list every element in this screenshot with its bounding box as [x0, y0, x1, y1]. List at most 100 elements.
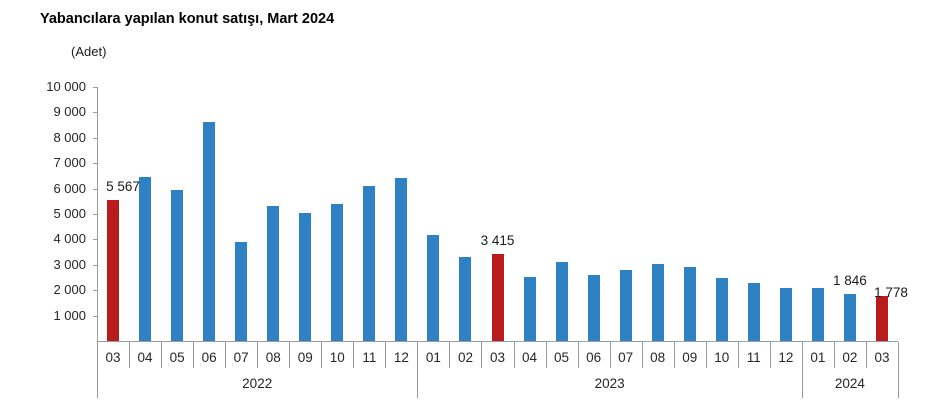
month-separator: [321, 342, 323, 368]
month-separator: [865, 342, 867, 368]
x-tick-label: 09: [297, 350, 313, 365]
bar-2023-06: [587, 275, 600, 341]
bar-2022-03: [107, 199, 120, 341]
x-tick-label: 03: [489, 350, 505, 365]
x-tick-label: 05: [554, 350, 570, 365]
x-tick-label: 05: [169, 350, 185, 365]
bar-2022-09: [299, 213, 312, 341]
bar-2022-10: [331, 203, 344, 341]
y-tick-label: 5 000: [53, 206, 86, 221]
y-tick-label: 1 000: [53, 307, 86, 323]
bar-value-label: 1 778: [874, 284, 908, 300]
month-separator: [833, 342, 835, 368]
bar-2023-09: [683, 266, 696, 341]
bar-2023-01: [427, 234, 440, 341]
month-separator: [673, 342, 675, 368]
x-axis-year-label: 2024: [834, 376, 865, 391]
month-separator: [353, 342, 355, 368]
month-separator: [737, 342, 739, 368]
x-tick-label: 06: [201, 350, 217, 365]
x-tick-label: 08: [265, 350, 281, 365]
year-separator: [417, 342, 419, 398]
bar-2023-07: [619, 270, 632, 341]
bar-value-label: 5 567: [106, 178, 140, 194]
bar-2023-08: [651, 263, 664, 341]
bar-2023-11: [747, 282, 760, 341]
chart-title: Yabancılara yapılan konut satışı, Mart 2…: [40, 11, 335, 27]
x-tick-label: 08: [650, 350, 666, 365]
bar-2023-02: [459, 256, 472, 341]
bar-2023-05: [555, 262, 568, 341]
x-axis-year-label: 2022: [242, 376, 273, 391]
x-tick-label: 07: [233, 350, 249, 365]
x-tick-label: 06: [586, 350, 602, 365]
month-separator: [513, 342, 515, 368]
month-separator: [769, 342, 771, 368]
x-tick-label: 10: [329, 350, 345, 365]
x-axis-line: [97, 341, 898, 342]
month-separator: [545, 342, 547, 368]
month-separator: [641, 342, 643, 368]
year-separator: [801, 342, 803, 398]
y-tick-mark: [93, 290, 97, 292]
bar-2023-10: [715, 278, 728, 341]
y-tick-mark: [93, 137, 97, 139]
bar-value-label: 3 415: [480, 233, 515, 249]
x-tick-label: 11: [362, 350, 377, 365]
y-tick-mark: [93, 188, 97, 190]
bar-2022-05: [171, 189, 184, 341]
year-separator: [898, 342, 899, 398]
month-separator: [481, 342, 483, 368]
year-separator: [97, 342, 98, 398]
x-tick-label: 03: [105, 350, 121, 365]
x-tick-label: 04: [137, 350, 153, 365]
bar-2024-01: [811, 287, 824, 341]
y-tick-mark: [93, 264, 97, 266]
x-axis-year-label: 2023: [594, 376, 625, 391]
bar-2022-11: [363, 186, 376, 341]
x-tick-label: 01: [810, 350, 826, 365]
x-tick-label: 12: [778, 350, 794, 365]
bar-2022-07: [235, 241, 248, 341]
x-tick-label: 09: [682, 350, 698, 365]
bar-2024-03: [875, 295, 888, 341]
x-tick-label: 02: [842, 350, 858, 365]
month-separator: [257, 342, 259, 368]
x-tick-label: 12: [393, 350, 409, 365]
month-separator: [193, 342, 195, 368]
month-separator: [225, 342, 227, 368]
x-tick-label: 03: [874, 350, 890, 365]
bar-2022-12: [395, 178, 408, 341]
y-tick-mark: [93, 163, 97, 165]
y-tick-label: 6 000: [53, 180, 86, 196]
month-separator: [385, 342, 387, 368]
y-tick-label: 8 000: [53, 129, 86, 145]
y-axis-line: [97, 87, 98, 341]
bar-2023-03: [491, 254, 504, 341]
x-tick-label: 10: [714, 350, 730, 365]
month-separator: [705, 342, 707, 368]
bar-2022-08: [267, 206, 280, 341]
y-tick-label: 10 000: [46, 79, 86, 94]
x-tick-label: 11: [746, 350, 761, 365]
bar-2024-02: [843, 294, 856, 341]
y-tick-label: 7 000: [53, 155, 86, 171]
bar-2022-06: [203, 121, 216, 341]
y-tick-label: 2 000: [53, 282, 86, 298]
bar-2022-04: [139, 177, 152, 341]
x-tick-label: 02: [457, 350, 473, 365]
month-separator: [129, 342, 131, 368]
y-tick-label: 4 000: [53, 231, 86, 247]
y-tick-label: 3 000: [53, 256, 86, 272]
month-separator: [577, 342, 579, 368]
bar-2023-04: [523, 276, 536, 341]
y-tick-mark: [93, 239, 97, 241]
y-tick-mark: [93, 112, 97, 114]
bar-value-label: 1 846: [833, 273, 867, 289]
y-tick-mark: [93, 214, 97, 215]
month-separator: [161, 342, 163, 368]
x-tick-label: 04: [522, 350, 538, 365]
month-separator: [289, 342, 291, 368]
